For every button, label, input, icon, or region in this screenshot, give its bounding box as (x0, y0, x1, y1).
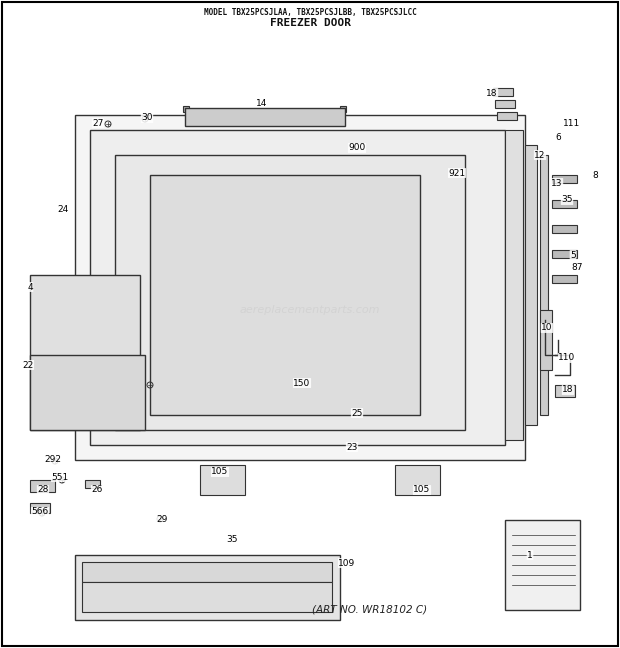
Bar (340, 106, 346, 112)
Text: aereplacementparts.com: aereplacementparts.com (240, 305, 380, 315)
Bar (540, 310, 552, 370)
Text: 1: 1 (527, 551, 533, 559)
Bar (30, 355, 145, 430)
Bar (150, 175, 420, 415)
Bar (115, 155, 465, 430)
Bar (505, 520, 580, 610)
Text: 292: 292 (45, 456, 61, 465)
Text: 27: 27 (92, 119, 104, 128)
Bar (82, 562, 332, 582)
Bar (495, 100, 515, 108)
Text: 111: 111 (564, 119, 580, 128)
Text: 30: 30 (141, 113, 153, 122)
Bar (82, 582, 332, 612)
Bar (525, 145, 537, 425)
Text: 921: 921 (448, 168, 466, 178)
Text: (ART NO. WR18102 C): (ART NO. WR18102 C) (312, 605, 428, 615)
Bar (90, 130, 505, 445)
Bar (30, 503, 50, 513)
Bar (200, 465, 245, 495)
Text: 900: 900 (348, 143, 366, 152)
Text: 28: 28 (37, 485, 49, 494)
Text: 105: 105 (414, 485, 431, 494)
Bar (552, 250, 577, 258)
Text: 566: 566 (32, 507, 48, 516)
Text: 110: 110 (559, 354, 575, 362)
Bar (395, 465, 440, 495)
Text: 22: 22 (22, 360, 33, 369)
Text: 87: 87 (571, 264, 583, 273)
Text: 8: 8 (592, 170, 598, 179)
Bar (552, 225, 577, 233)
Text: 6: 6 (555, 133, 561, 143)
Text: 551: 551 (51, 472, 69, 481)
Text: 24: 24 (58, 205, 69, 214)
Text: 29: 29 (156, 516, 167, 524)
Text: 35: 35 (226, 535, 237, 544)
Bar (85, 480, 100, 488)
Text: MODEL TBX25PCSJLAA, TBX25PCSJLBB, TBX25PCSJLCC: MODEL TBX25PCSJLAA, TBX25PCSJLBB, TBX25P… (203, 8, 417, 17)
Bar (497, 112, 517, 120)
Text: 18: 18 (562, 386, 574, 395)
Text: 109: 109 (339, 559, 356, 568)
Text: 26: 26 (91, 485, 103, 494)
Text: FREEZER DOOR: FREEZER DOOR (270, 18, 350, 28)
Text: 13: 13 (551, 178, 563, 187)
Bar (552, 175, 577, 183)
Bar (493, 88, 513, 96)
Bar (505, 130, 523, 440)
Text: 150: 150 (293, 378, 311, 388)
Text: 14: 14 (256, 98, 268, 108)
Bar (552, 275, 577, 283)
Bar (30, 480, 55, 492)
Bar (30, 275, 140, 430)
Text: 23: 23 (347, 443, 358, 452)
Text: 4: 4 (27, 283, 33, 292)
Text: 105: 105 (211, 467, 229, 476)
Bar (75, 555, 340, 620)
Text: 5: 5 (570, 251, 576, 259)
Text: 25: 25 (352, 408, 363, 417)
Text: 35: 35 (561, 196, 573, 205)
Bar (552, 200, 577, 208)
Text: 10: 10 (541, 323, 553, 332)
Bar (540, 155, 548, 415)
Bar (183, 106, 189, 112)
Bar (185, 108, 345, 126)
Bar (75, 115, 525, 460)
Text: 12: 12 (534, 150, 546, 159)
Bar (555, 385, 575, 397)
Text: 18: 18 (486, 89, 498, 97)
